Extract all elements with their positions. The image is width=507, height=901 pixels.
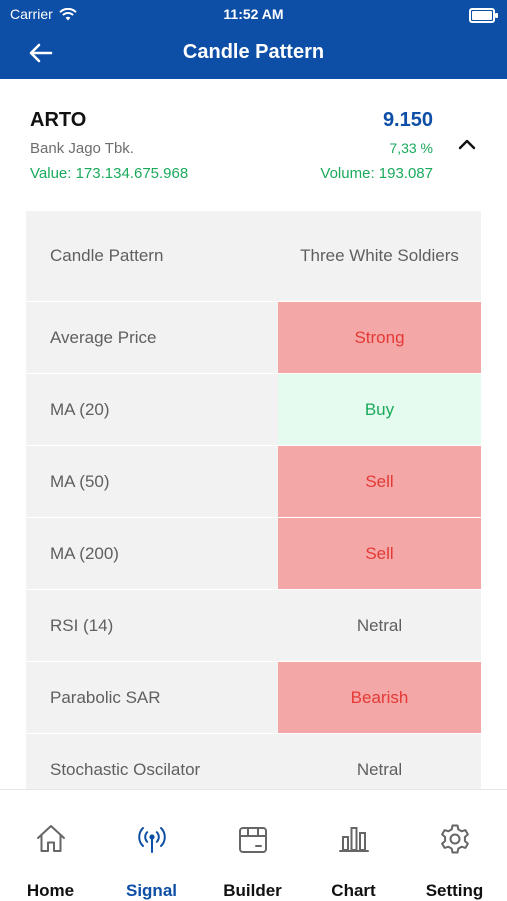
tab-label: Home <box>26 881 75 900</box>
tab-chart[interactable]: Chart <box>303 790 404 901</box>
row-label: MA (200) <box>50 543 119 563</box>
tab-label: Builder <box>223 881 282 900</box>
stock-ticker: ARTO <box>30 109 87 131</box>
tab-label: Signal <box>125 881 177 900</box>
carrier-label: Carrier <box>10 6 53 22</box>
indicator-table: Candle Pattern Three White Soldiers Aver… <box>26 211 481 789</box>
row-label: RSI (14) <box>50 615 114 635</box>
row-label: Candle Pattern <box>50 246 164 265</box>
collapse-button[interactable] <box>457 135 477 155</box>
tab-setting[interactable]: Setting <box>404 790 505 901</box>
tab-builder[interactable]: Builder <box>202 790 303 901</box>
carrier-info: Carrier <box>10 6 77 22</box>
nav-bar: Candle Pattern <box>0 28 507 79</box>
bottom-tab-bar: Home Signal Builder Chart Set <box>0 789 507 901</box>
row-label: Stochastic Oscilator <box>50 759 201 779</box>
row-value: Netral <box>356 759 403 779</box>
table-row: MA (50) Sell <box>26 445 481 517</box>
status-time: 11:52 AM <box>223 6 284 22</box>
chart-icon <box>338 827 369 852</box>
row-label: Parabolic SAR <box>50 687 161 707</box>
table-row: Stochastic Oscilator Netral <box>26 733 481 789</box>
signal-icon <box>137 827 166 853</box>
row-value: Buy <box>278 374 481 445</box>
row-label: MA (50) <box>50 471 110 491</box>
stock-summary: ARTO Bank Jago Tbk. Value: 173.134.675.9… <box>0 79 507 211</box>
table-row: MA (200) Sell <box>26 517 481 589</box>
app-header: Carrier 11:52 AM Candle Pattern <box>0 0 507 79</box>
page-title: Candle Pattern <box>182 41 325 63</box>
tab-label: Setting <box>425 881 484 900</box>
row-label: MA (20) <box>50 399 110 419</box>
gear-icon <box>440 824 469 854</box>
trade-value: Value: 173.134.675.968 <box>30 165 189 182</box>
chevron-up-icon <box>458 139 476 150</box>
back-button[interactable] <box>24 36 58 70</box>
table-row: Candle Pattern Three White Soldiers <box>26 211 481 301</box>
row-value: Netral <box>356 615 403 635</box>
change-percent: 7,33 % <box>389 140 433 156</box>
wifi-icon <box>59 7 77 20</box>
company-name: Bank Jago Tbk. <box>30 140 134 157</box>
table-row: MA (20) Buy <box>26 373 481 445</box>
table-row: Parabolic SAR Bearish <box>26 661 481 733</box>
home-icon <box>36 825 65 852</box>
row-label: Average Price <box>50 327 157 347</box>
trade-volume: Volume: 193.087 <box>320 165 433 182</box>
tab-home[interactable]: Home <box>0 790 101 901</box>
row-value: Bearish <box>278 662 481 733</box>
tab-signal[interactable]: Signal <box>101 790 202 901</box>
tab-label: Chart <box>331 881 376 900</box>
row-value: Three White Soldiers <box>300 246 459 265</box>
battery-icon <box>469 8 498 23</box>
row-value: Strong <box>278 302 481 373</box>
status-bar: Carrier 11:52 AM <box>0 0 507 28</box>
stock-price: 9.150 <box>382 109 433 131</box>
row-value: Sell <box>278 518 481 589</box>
builder-icon <box>238 827 267 853</box>
table-row: RSI (14) Netral <box>26 589 481 661</box>
arrow-left-icon <box>29 43 53 63</box>
table-row: Average Price Strong <box>26 301 481 373</box>
row-value: Sell <box>278 446 481 517</box>
